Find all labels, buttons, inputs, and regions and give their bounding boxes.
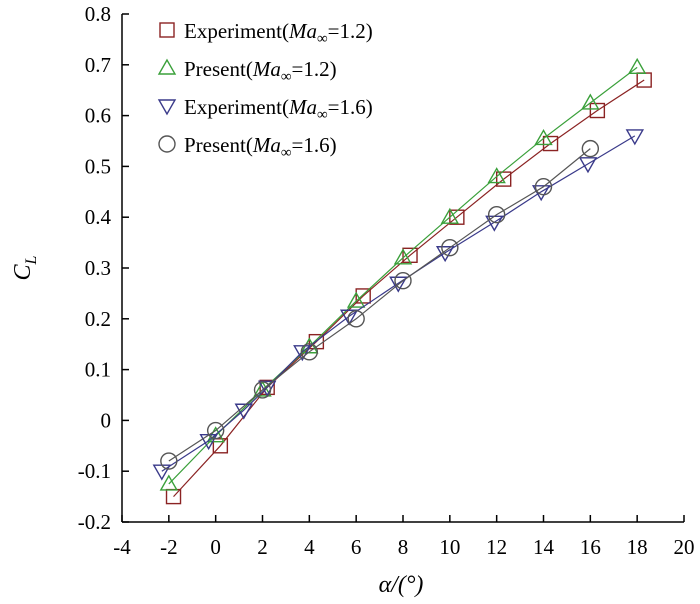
marker-square [159,22,175,38]
marker-circle [441,238,459,257]
marker-triangle-down [339,309,359,326]
series-line [173,79,645,498]
marker-square [212,438,229,454]
x-tick-label: 2 [257,535,268,559]
y-tick-label: -0.2 [78,510,111,534]
marker-triangle-down [234,403,253,420]
marker-circle [487,205,506,224]
x-tick-label: 6 [351,535,362,559]
y-axis-label: CL [10,255,40,280]
marker-triangle-down [625,129,645,146]
legend-item: Experiment(Ma∞=1.2) [159,19,373,47]
marker-triangle-up [253,380,272,397]
y-tick-label: 0.5 [85,154,111,178]
marker-triangle-up [157,58,177,75]
marker-triangle-down [293,345,312,362]
legend-item: Experiment(Ma∞=1.6) [157,95,373,123]
y-tick-label: 0.8 [85,2,111,26]
marker-triangle-up [159,474,179,491]
marker-square [542,135,559,152]
series-3 [152,129,645,481]
x-axis-label: α/(°) [379,572,424,598]
marker-triangle-up [534,129,553,146]
legend-label: Experiment(Ma∞=1.2) [184,19,373,47]
series-line [161,135,636,472]
x-tick-label: 20 [674,535,695,559]
marker-square [355,288,371,304]
x-tick-label: 12 [486,535,507,559]
marker-circle [160,452,178,470]
x-tick-label: 8 [398,535,409,559]
x-tick-label: 4 [304,535,315,559]
marker-square [495,171,512,187]
x-axis-ticks: -4 -2 0 2 4 6 8 10 12 14 16 18 20 [113,515,695,559]
marker-triangle-up [581,93,600,110]
x-tick-label: -2 [160,535,178,559]
marker-square [589,102,606,119]
x-tick-label: 10 [439,535,460,559]
legend-item: Present(Ma∞=1.6) [158,133,337,161]
y-tick-label: -0.1 [78,459,111,483]
y-tick-label: 0.6 [85,104,111,128]
marker-circle [300,343,319,361]
legend-label: Present(Ma∞=1.2) [184,57,337,85]
series-line [168,66,638,485]
series-line [168,148,591,462]
marker-circle [394,272,412,290]
marker-circle [534,178,553,196]
marker-circle [253,381,272,399]
marker-circle [158,135,176,153]
y-tick-label: 0.3 [85,256,111,280]
series-2 [159,57,647,491]
y-tick-label: 0.2 [85,307,111,331]
marker-circle [347,310,365,328]
x-tick-label: 16 [580,535,601,559]
series-4 [160,139,600,470]
marker-triangle-down [389,276,408,293]
marker-circle [206,421,225,440]
marker-triangle-down [531,185,551,202]
marker-circle [581,139,600,158]
x-tick-label: 18 [627,535,648,559]
marker-triangle-up [440,207,460,224]
y-axis-ticks: -0.2 -0.1 0 0.1 0.2 0.3 0.4 0.5 0.6 0.7 0.8 [78,2,129,534]
marker-triangle-down [257,380,277,397]
x-tick-label: 0 [210,535,221,559]
marker-triangle-up [487,167,506,184]
marker-triangle-up [627,57,647,75]
x-tick-label: -4 [113,535,131,559]
legend-item: Present(Ma∞=1.2) [157,57,337,85]
x-tick-label: 14 [533,535,555,559]
series-layer [152,57,652,505]
y-tick-label: 0.1 [85,358,111,382]
y-tick-label: 0.7 [85,53,111,77]
y-tick-label: 0 [101,408,112,432]
marker-triangle-up [393,248,413,265]
y-tick-label: 0.4 [85,205,112,229]
legend: Experiment(Ma∞=1.2) Present(Ma∞=1.2) Exper… [157,19,373,161]
legend-label: Present(Ma∞=1.6) [184,133,337,161]
marker-triangle-down [157,99,177,116]
marker-triangle-up [346,291,366,308]
marker-triangle-down [578,157,598,174]
legend-label: Experiment(Ma∞=1.6) [184,95,373,123]
